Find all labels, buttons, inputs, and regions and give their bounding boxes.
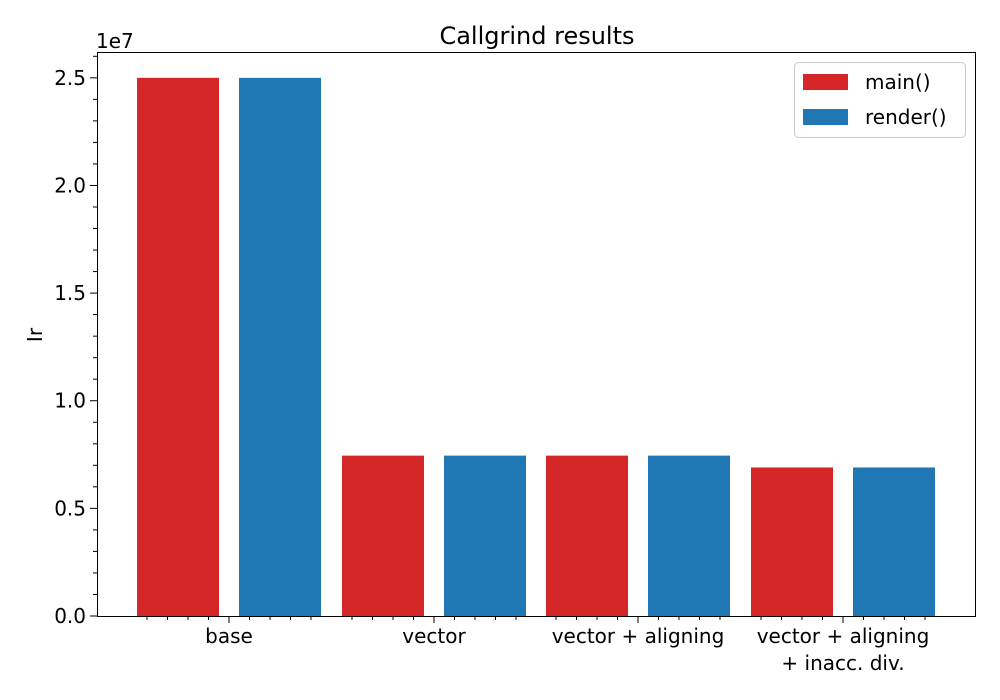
legend: main() render() xyxy=(794,62,966,138)
bar-main-0 xyxy=(137,77,219,617)
y-tick-label: 0.0 xyxy=(54,604,86,628)
y-axis-label: Ir xyxy=(23,327,47,342)
y-tick-label: 1.0 xyxy=(54,389,86,413)
x-tick-label: vector + aligning xyxy=(552,624,725,648)
bar-render-2 xyxy=(648,455,730,616)
bar-main-1 xyxy=(342,455,424,616)
x-tick-label: vector xyxy=(402,624,466,648)
y-tick-label: 0.5 xyxy=(54,496,86,520)
y-tick-label: 2.0 xyxy=(54,173,86,197)
bar-render-3 xyxy=(853,467,935,616)
plot-frame xyxy=(97,52,976,617)
bar-render-0 xyxy=(239,77,321,617)
legend-swatch-render xyxy=(803,109,848,125)
y-tick-label: 2.5 xyxy=(54,66,86,90)
legend-label-main: main() xyxy=(865,70,931,94)
x-tick-label: vector + aligning xyxy=(757,624,930,648)
x-tick-label: + inacc. div. xyxy=(781,651,904,675)
y-tick-label: 1.5 xyxy=(54,281,86,305)
x-tick-label: base xyxy=(205,624,253,648)
bar-render-1 xyxy=(444,455,526,616)
bars-group xyxy=(137,77,935,617)
bar-main-3 xyxy=(751,467,833,616)
y-offset-label: 1e7 xyxy=(96,29,134,53)
bar-main-2 xyxy=(546,455,628,616)
chart-title: Callgrind results xyxy=(439,22,634,50)
x-ticks-group: base vector vector + aligning vector + alig… xyxy=(146,616,930,675)
legend-swatch-main xyxy=(803,74,848,90)
legend-label-render: render() xyxy=(865,105,947,129)
y-ticks-group: 0.0 0.5 1.0 1.5 2.0 2.5 xyxy=(54,55,97,628)
